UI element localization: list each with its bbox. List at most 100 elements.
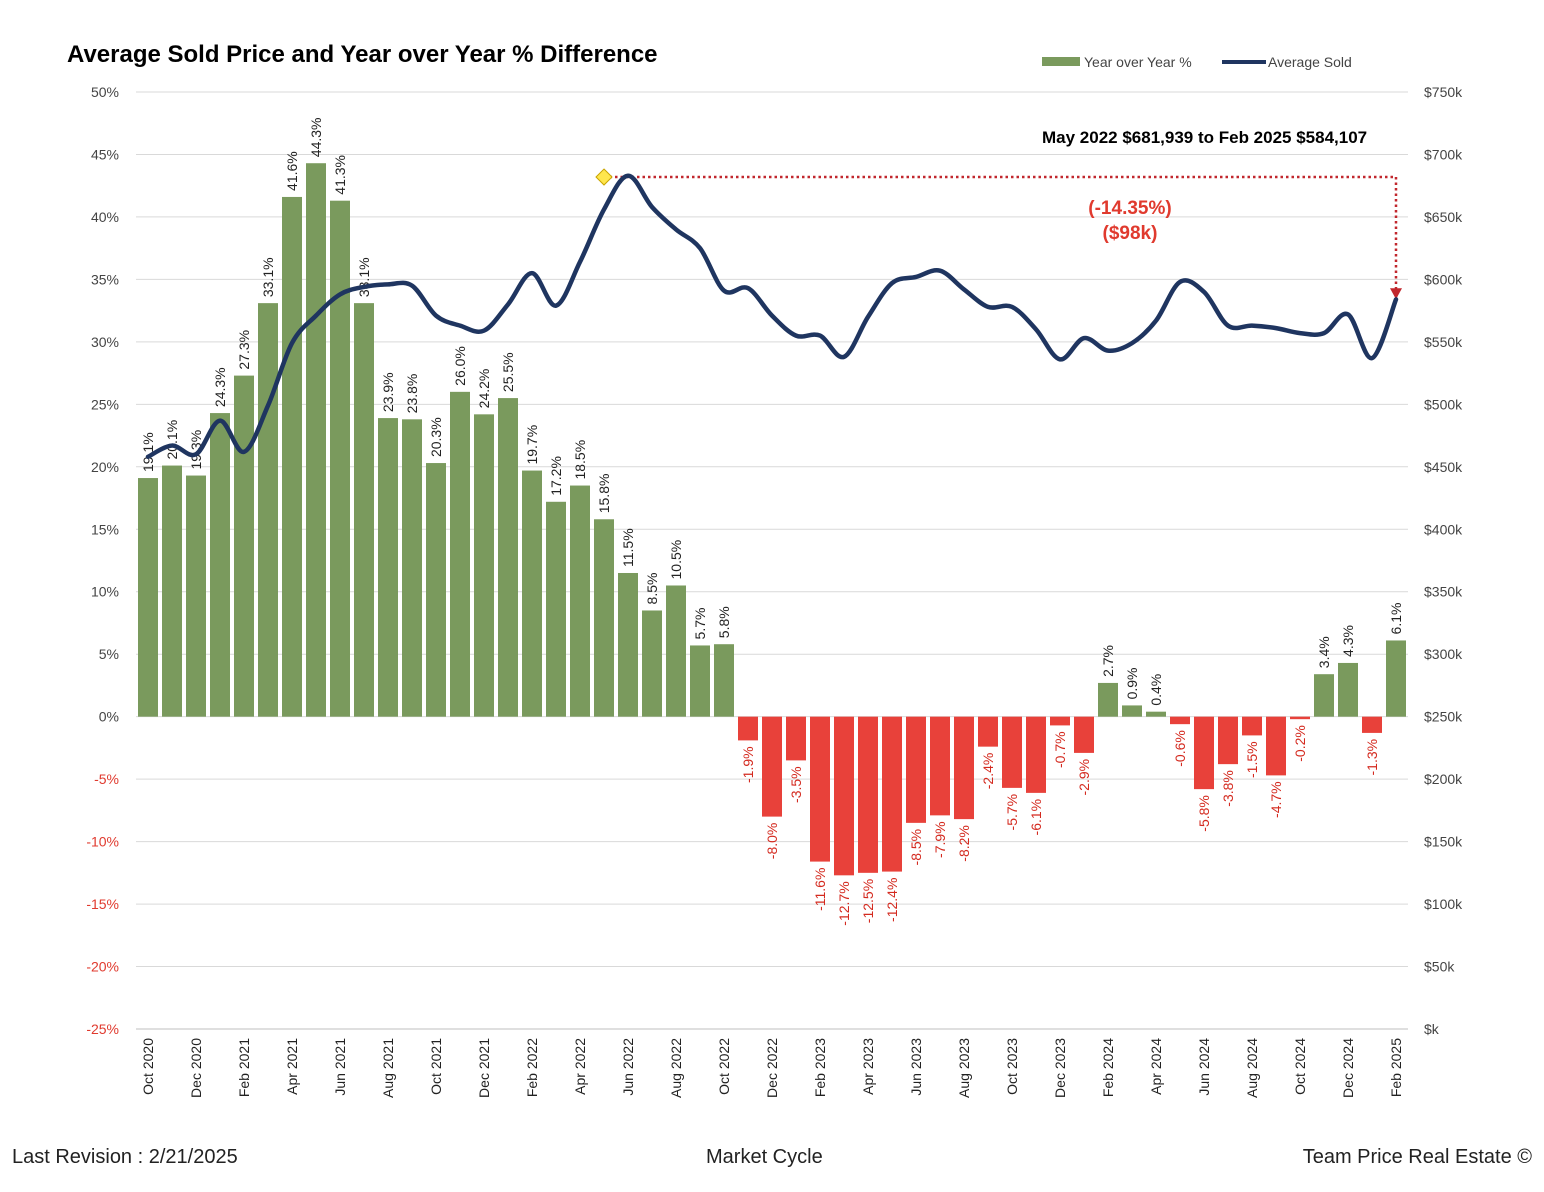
bar-data-label: 20.1%: [164, 420, 180, 460]
bar: [1074, 716, 1094, 753]
bar-data-label: 27.3%: [236, 330, 252, 370]
annotation-start-marker: [595, 168, 613, 186]
annotation-change-pct: (-14.35%): [1088, 198, 1171, 219]
bar: [834, 716, 854, 876]
bar-data-label: 3.4%: [1316, 636, 1332, 668]
bar: [882, 716, 902, 872]
bar-data-label: -2.9%: [1076, 759, 1092, 796]
bar: [186, 475, 206, 717]
bar-data-label: 19.3%: [188, 430, 204, 470]
chart-title: Average Sold Price and Year over Year % …: [67, 41, 658, 68]
bar: [330, 200, 350, 717]
footer-left: Last Revision : 2/21/2025: [12, 1146, 238, 1168]
y-axis-right: $k $50k $100k $150k $200k $250k $300k $350k $400…: [1424, 84, 1463, 1037]
x-tick-label: Feb 2022: [524, 1038, 540, 1097]
bar-data-label: 25.5%: [500, 352, 516, 392]
bar-data-label: 17.2%: [548, 456, 564, 496]
bar: [858, 716, 878, 873]
y-right-tick-label: $150k: [1424, 834, 1463, 850]
y-right-tick-label: $500k: [1424, 396, 1463, 412]
bar-data-label: 10.5%: [668, 540, 684, 580]
x-tick-label: Dec 2022: [764, 1038, 780, 1098]
bar-data-label: -0.6%: [1172, 730, 1188, 767]
x-tick-label: Aug 2023: [956, 1038, 972, 1098]
bar-data-label: 5.7%: [692, 608, 708, 640]
bar-data-label: -12.7%: [836, 881, 852, 925]
bar: [1050, 716, 1070, 726]
gridlines: [136, 91, 1408, 1030]
x-tick-label: Dec 2023: [1052, 1038, 1068, 1098]
bar-data-label: -8.5%: [908, 829, 924, 866]
y-right-tick-label: $750k: [1424, 84, 1463, 100]
price-change-annotation: May 2022 $681,939 to Feb 2025 $584,107 (…: [595, 128, 1402, 300]
bar-data-label: 26.0%: [452, 346, 468, 386]
y-right-tick-label: $200k: [1424, 771, 1463, 787]
bar-data-label: 23.9%: [380, 372, 396, 412]
bar: [594, 519, 614, 717]
bar: [690, 645, 710, 717]
bar: [618, 572, 638, 717]
y-right-tick-label: $300k: [1424, 646, 1463, 662]
bar: [1218, 716, 1238, 765]
bar: [930, 716, 950, 816]
y-right-tick-label: $400k: [1424, 521, 1463, 537]
y-right-tick-label: $700k: [1424, 146, 1463, 162]
y-right-tick-label: $550k: [1424, 334, 1463, 350]
bar-data-label: -8.2%: [956, 825, 972, 862]
bar: [642, 610, 662, 717]
x-tick-label: Dec 2024: [1340, 1038, 1356, 1098]
x-tick-label: Jun 2022: [620, 1038, 636, 1096]
bar: [954, 716, 974, 820]
y-right-tick-label: $600k: [1424, 271, 1463, 287]
bar-data-label: 20.3%: [428, 417, 444, 457]
bar: [402, 419, 422, 717]
bar-data-label: -1.3%: [1364, 739, 1380, 776]
annotation-connector: [604, 175, 1398, 292]
bar: [546, 501, 566, 717]
legend-label-avg: Average Sold: [1268, 54, 1352, 70]
y-left-tick-label: -15%: [86, 896, 119, 912]
y-left-tick-label: -25%: [86, 1021, 119, 1037]
x-tick-label: Jun 2024: [1196, 1038, 1212, 1096]
bar: [474, 414, 494, 717]
legend-label-yoy: Year over Year %: [1084, 54, 1192, 70]
y-left-tick-label: 15%: [91, 521, 119, 537]
chart: Average Sold Price and Year over Year % …: [67, 41, 1463, 1098]
bar-data-label: 19.7%: [524, 425, 540, 465]
bar: [714, 644, 734, 717]
y-left-tick-label: -10%: [86, 834, 119, 850]
bar: [378, 418, 398, 717]
x-tick-label: Jun 2023: [908, 1038, 924, 1096]
bar: [1314, 674, 1334, 717]
bar: [570, 485, 590, 717]
footer-right: Team Price Real Estate ©: [1302, 1146, 1532, 1168]
bar: [234, 375, 254, 717]
bar: [786, 716, 806, 761]
bar-series: [138, 163, 1406, 876]
annotation-arrowhead: [1390, 288, 1402, 300]
x-tick-label: Jun 2021: [332, 1038, 348, 1096]
x-tick-label: Oct 2023: [1004, 1038, 1020, 1095]
bar-data-label: -5.7%: [1004, 794, 1020, 831]
y-left-tick-label: 40%: [91, 209, 119, 225]
bar-data-label: -0.7%: [1052, 731, 1068, 768]
x-tick-label: Aug 2022: [668, 1038, 684, 1098]
bar: [498, 398, 518, 717]
bar-data-label: 4.3%: [1340, 625, 1356, 657]
bar-data-label: -4.7%: [1268, 781, 1284, 818]
bar: [522, 470, 542, 717]
bar: [978, 716, 998, 747]
bar-data-label: 18.5%: [572, 440, 588, 480]
y-right-tick-label: $450k: [1424, 459, 1463, 475]
bar: [162, 465, 182, 717]
bar: [1386, 640, 1406, 717]
bar-data-label: 24.2%: [476, 369, 492, 409]
y-left-tick-label: 20%: [91, 459, 119, 475]
bar: [354, 303, 374, 717]
average-sold-line: [145, 173, 1399, 460]
bar: [258, 303, 278, 717]
bar: [810, 716, 830, 862]
x-tick-label: Feb 2021: [236, 1038, 252, 1097]
bar-data-label: 11.5%: [620, 528, 636, 567]
x-tick-label: Dec 2021: [476, 1038, 492, 1098]
